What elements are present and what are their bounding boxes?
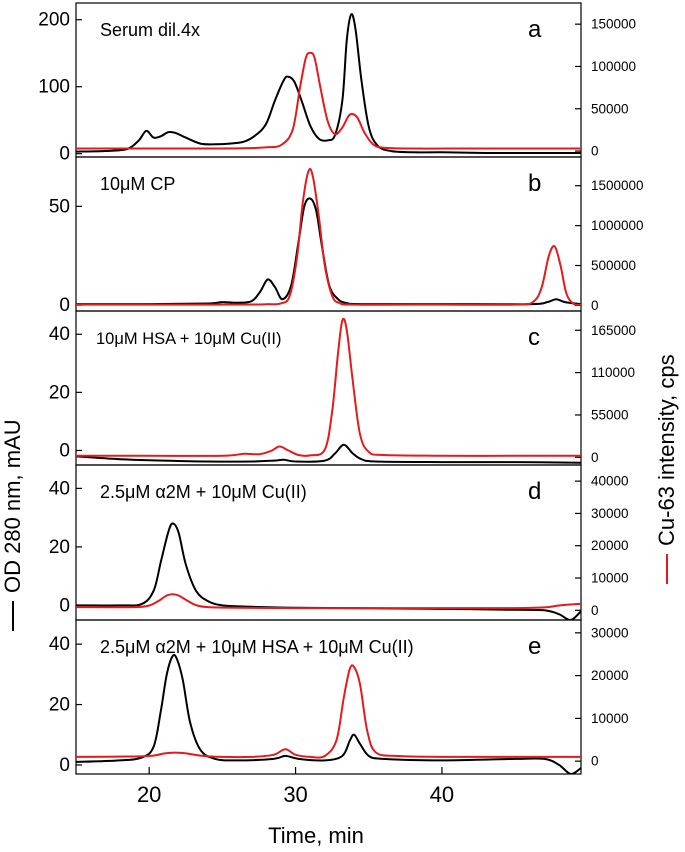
panel-a: 0 100 200 0 50000 100000 150000 Serum dil.4x a (38, 2, 636, 165)
y-right-tick-label: 165000 (591, 323, 636, 338)
y-right-tick-label: 40000 (591, 474, 629, 489)
x-axis: 20 30 40 (137, 767, 454, 807)
y-left-tick-label: 0 (59, 295, 70, 316)
y-left-tick-label: 40 (49, 634, 70, 655)
y-left-tick-label: 20 (49, 382, 70, 403)
panel-letter: e (528, 633, 541, 660)
y-left-tick-label: 20 (49, 537, 70, 558)
y-right-tick-label: 100000 (591, 59, 636, 74)
y-right-tick-label: 150000 (591, 17, 636, 32)
cu63-series-e (76, 664, 581, 759)
y-left-tick-label: 0 (59, 755, 70, 776)
y-right-tick-label: 20000 (591, 538, 629, 553)
y-right-tick-label: 55000 (591, 407, 629, 422)
od280-series-c (76, 443, 581, 464)
y-left-tick-label: 0 (59, 144, 70, 165)
y-left-tick-label: 100 (38, 77, 70, 98)
panel-d: 0 20 40 0 10000 20000 30000 40000 2.5μM α2M + 10… (49, 464, 629, 621)
y-right-tick-label: 1500000 (591, 178, 644, 193)
y-left-tick-label: 40 (49, 324, 70, 345)
y-right-axis-title: Cu-63 intensity, cps (654, 354, 679, 546)
y-left-tick-label: 200 (38, 10, 70, 31)
y-right-tick-label: 20000 (591, 668, 629, 683)
panel-letter: a (528, 16, 542, 43)
y-right-tick-label: 10000 (591, 711, 629, 726)
od280-series-d (76, 522, 581, 620)
y-left-tick-label: 0 (59, 440, 70, 461)
panel-annotation: 10μM HSA + 10μM Cu(II) (96, 330, 281, 348)
x-tick-label: 40 (430, 782, 454, 807)
od280-series-a (76, 13, 581, 155)
y-right-tick-label: 30000 (591, 506, 629, 521)
y-right-axis-title-group: Cu-63 intensity, cps (654, 354, 679, 584)
y-right-tick-label: 0 (591, 144, 599, 159)
y-left-tick-label: 50 (49, 196, 70, 217)
panel-annotation: 10μM CP (100, 174, 175, 194)
cu63-series-c (76, 317, 581, 457)
panel-b: 0 50 0 500000 1000000 1500000 10μM CP b (49, 156, 644, 316)
y-left-tick-label: 0 (59, 595, 70, 616)
od280-series-e (76, 654, 581, 774)
panel-frame (75, 619, 582, 775)
panel-annotation: Serum dil.4x (100, 20, 200, 40)
y-right-tick-label: 30000 (591, 625, 629, 640)
y-right-tick-label: 110000 (591, 365, 635, 380)
cu63-series-d (76, 593, 581, 610)
panel-letter: b (528, 170, 541, 197)
cu63-series-a (76, 51, 581, 150)
panel-annotation: 2.5μM α2M + 10μM HSA + 10μM Cu(II) (100, 637, 414, 657)
y-left-tick-label: 40 (49, 478, 70, 499)
panel-letter: d (528, 478, 541, 505)
panel-letter: c (528, 324, 540, 351)
y-right-tick-label: 0 (591, 603, 599, 618)
y-right-tick-label: 0 (591, 754, 599, 769)
y-right-tick-label: 1000000 (591, 218, 644, 233)
x-axis-title: Time, min (268, 823, 364, 848)
panel-annotation: 2.5μM α2M + 10μM Cu(II) (100, 482, 307, 502)
y-right-tick-label: 50000 (591, 101, 629, 116)
panel-e: 0 20 40 0 10000 20000 30000 2.5μM α2M + 10μM HS… (49, 619, 629, 776)
y-right-tick-label: 500000 (591, 258, 636, 273)
panel-c: 0 20 40 0 55000 110000 165000 10μM HSA + 10μM C… (49, 310, 636, 466)
x-tick-label: 30 (283, 782, 307, 807)
od280-series-b (76, 197, 581, 306)
y-left-tick-label: 20 (49, 695, 70, 716)
y-right-tick-label: 0 (591, 450, 599, 465)
cu63-series-b (76, 167, 581, 306)
y-left-axis-title: OD 280 nm, mAU (0, 419, 25, 593)
y-left-axis-title-group: OD 280 nm, mAU (0, 419, 25, 631)
x-tick-label: 20 (137, 782, 161, 807)
y-right-tick-label: 10000 (591, 571, 629, 586)
y-right-tick-label: 0 (591, 298, 599, 313)
